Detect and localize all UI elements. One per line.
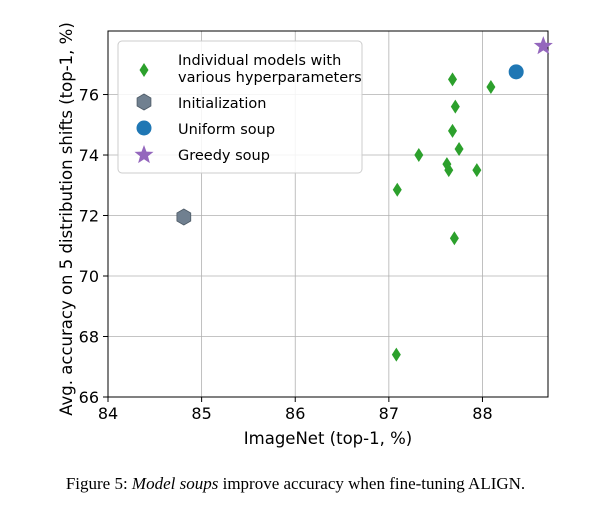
greedy-soup-point	[533, 36, 553, 55]
x-axis-label: ImageNet (top-1, %)	[244, 429, 412, 448]
y-tick-label: 68	[79, 328, 99, 347]
legend-uniform-soup-icon	[136, 120, 152, 136]
y-axis-label: Avg. accuracy on 5 distribution shifts (…	[57, 22, 76, 416]
legend-individual-model-icon	[139, 63, 149, 77]
scatter-chart: 84 85 86 87 88 66 68 70 72 74 76 Individual models…	[57, 22, 553, 448]
legend-label: Uniform soup	[178, 122, 275, 138]
data-points	[176, 36, 553, 362]
legend-box	[117, 40, 363, 174]
legend-label: Individual models with	[178, 53, 341, 69]
y-tick-label: 70	[79, 267, 99, 286]
caption-emphasis: Model soups	[131, 474, 219, 493]
legend-label: Greedy soup	[178, 148, 270, 164]
caption-prefix: Figure 5:	[65, 474, 132, 493]
legend-label: various hyperparameters	[178, 70, 362, 86]
individual-model-point	[449, 231, 459, 246]
uniform-soup-point	[508, 64, 524, 80]
individual-model-point	[414, 148, 424, 163]
individual-model-point	[448, 123, 458, 138]
individual-model-point	[444, 163, 454, 178]
x-tick-label: 87	[379, 404, 399, 423]
plot-frame	[107, 30, 549, 398]
y-tick-label: 76	[79, 86, 99, 105]
x-tick-label: 88	[472, 404, 492, 423]
x-tick-label: 84	[98, 404, 118, 423]
individual-model-point	[392, 182, 402, 197]
y-tick-label: 66	[79, 388, 99, 407]
y-tick-label: 74	[79, 146, 99, 165]
axis-ticks: 84 85 86 87 88 66 68 70 72 74 76	[79, 86, 493, 423]
y-tick-label: 72	[79, 207, 99, 226]
individual-model-point	[454, 141, 464, 156]
individual-model-point	[391, 347, 401, 362]
individual-model-point	[486, 79, 496, 94]
individual-model-point	[448, 72, 458, 87]
figure-caption: Figure 5: Model soups improve accuracy w…	[0, 474, 591, 494]
x-tick-label: 85	[191, 404, 211, 423]
caption-suffix: improve accuracy when fine-tuning ALIGN.	[218, 474, 526, 493]
legend-label: Initialization	[178, 96, 266, 112]
initialization-point	[176, 208, 192, 226]
legend-initialization-icon	[136, 93, 152, 111]
individual-model-point	[450, 99, 460, 114]
individual-model-point	[472, 163, 482, 178]
legend-greedy-soup-icon	[134, 145, 154, 164]
x-tick-label: 86	[285, 404, 305, 423]
